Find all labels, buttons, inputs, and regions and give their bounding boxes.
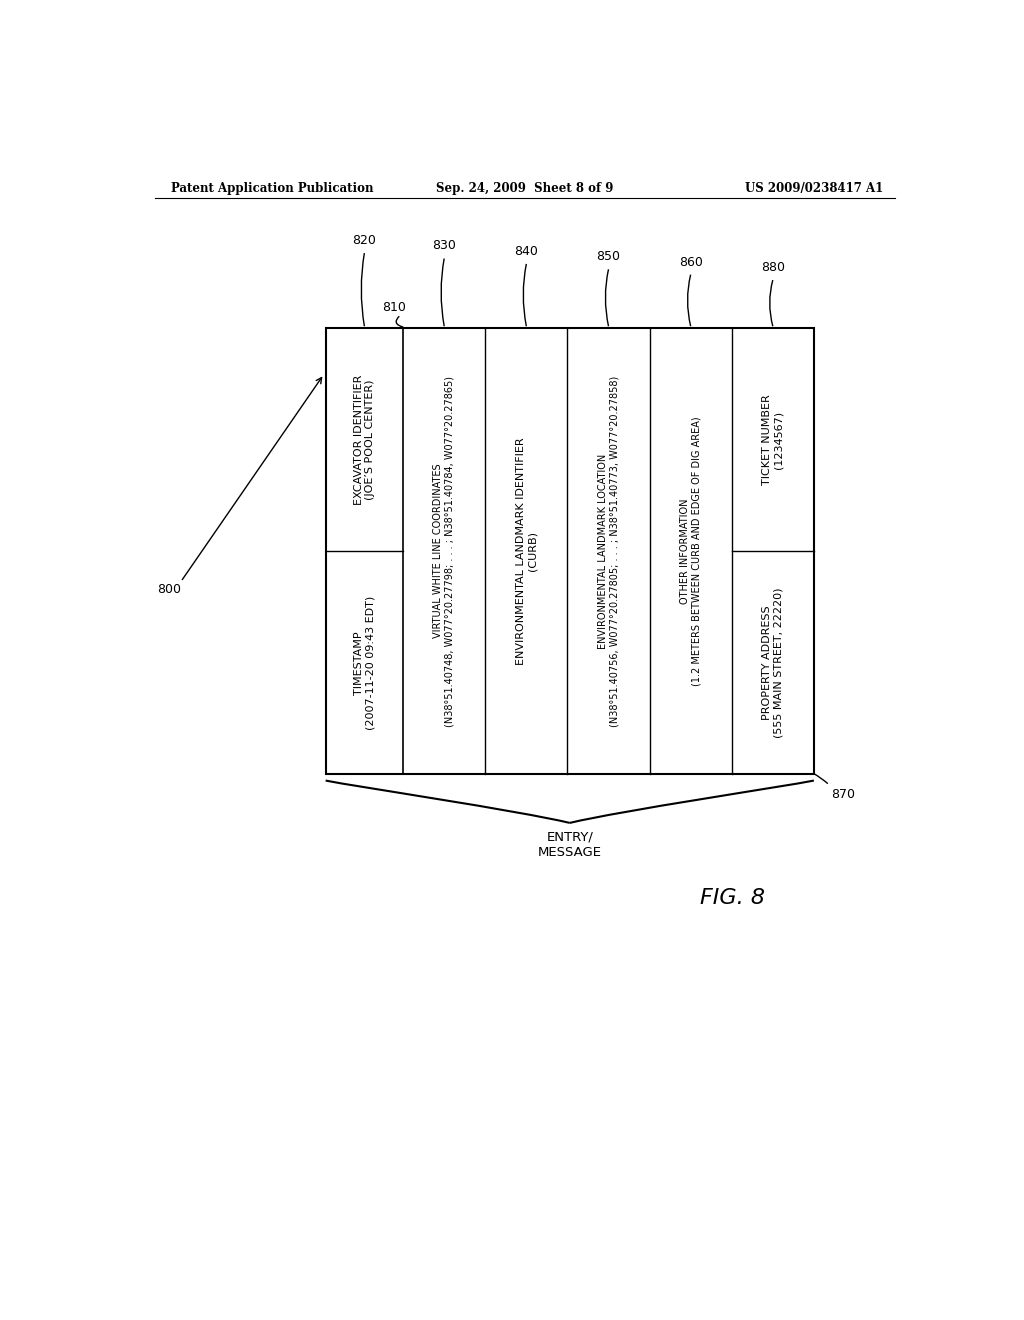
Text: 850: 850 — [597, 249, 621, 263]
Text: US 2009/0238417 A1: US 2009/0238417 A1 — [745, 182, 884, 194]
Text: EXCAVATOR IDENTIFIER
(JOE’S POOL CENTER): EXCAVATOR IDENTIFIER (JOE’S POOL CENTER) — [353, 375, 375, 504]
Text: TIMESTAMP
(2007-11-20 09:43 EDT): TIMESTAMP (2007-11-20 09:43 EDT) — [353, 595, 375, 730]
Text: VIRTUAL WHITE LINE COORDINATES
(N38°51.40748, W077°20.27798; . . . ; N38°51.4078: VIRTUAL WHITE LINE COORDINATES (N38°51.4… — [433, 376, 455, 726]
Text: Sep. 24, 2009  Sheet 8 of 9: Sep. 24, 2009 Sheet 8 of 9 — [436, 182, 613, 194]
Text: PROPERTY ADDRESS
(555 MAIN STREET, 22220): PROPERTY ADDRESS (555 MAIN STREET, 22220… — [762, 587, 783, 738]
Text: 860: 860 — [679, 256, 702, 268]
Text: 820: 820 — [352, 234, 376, 247]
Bar — [326, 327, 814, 775]
Text: 800: 800 — [158, 583, 181, 597]
Text: ENTRY/
MESSAGE: ENTRY/ MESSAGE — [538, 830, 602, 858]
Text: 840: 840 — [514, 244, 539, 257]
Text: ENVIRONMENTAL LANDMARK LOCATION
(N38°51.40756, W077°20.27805; . . . ; N38°51.407: ENVIRONMENTAL LANDMARK LOCATION (N38°51.… — [598, 375, 620, 727]
Text: TICKET NUMBER
(1234567): TICKET NUMBER (1234567) — [762, 395, 783, 484]
Text: 810: 810 — [382, 301, 406, 314]
Text: 870: 870 — [830, 788, 855, 801]
Text: ENVIRONMENTAL LANDMARK IDENTIFIER
(CURB): ENVIRONMENTAL LANDMARK IDENTIFIER (CURB) — [515, 437, 538, 665]
Text: 880: 880 — [761, 261, 784, 275]
Text: 830: 830 — [432, 239, 456, 252]
Text: OTHER INFORMATION
(1.2 METERS BETWEEN CURB AND EDGE OF DIG AREA): OTHER INFORMATION (1.2 METERS BETWEEN CU… — [680, 416, 701, 686]
Text: FIG. 8: FIG. 8 — [700, 887, 765, 908]
Text: Patent Application Publication: Patent Application Publication — [171, 182, 373, 194]
